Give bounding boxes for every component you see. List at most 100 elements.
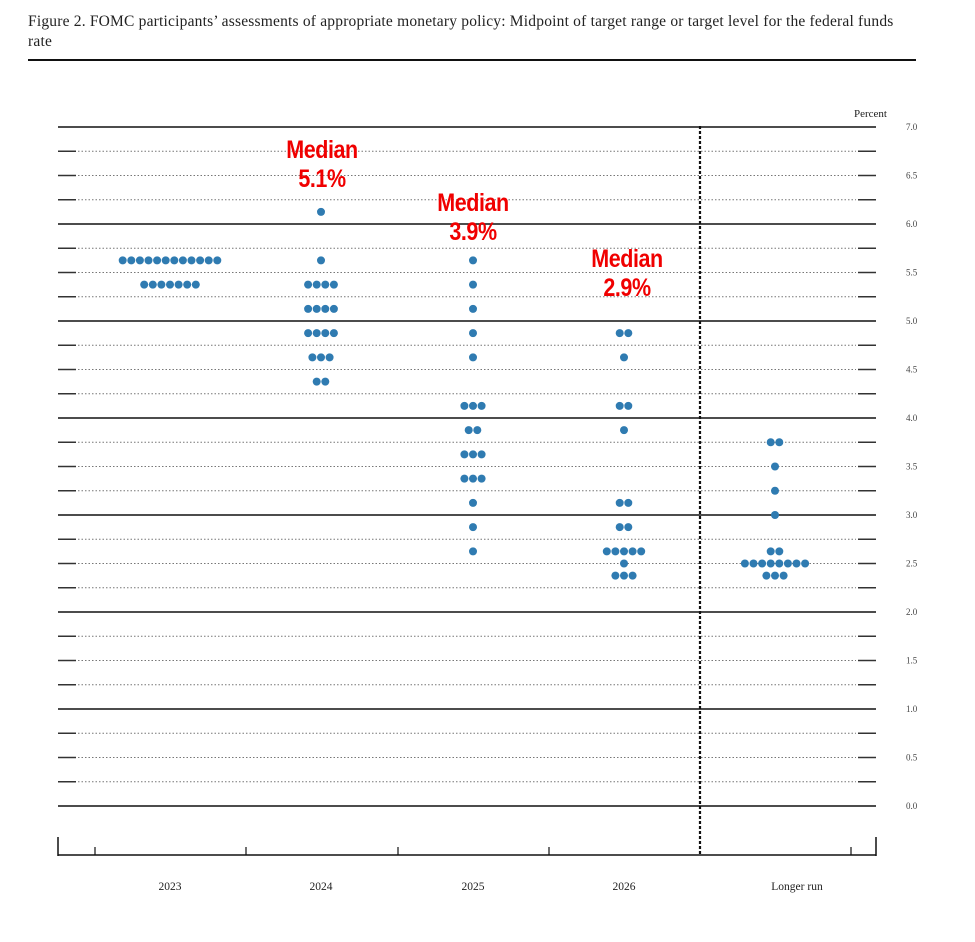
dot [127,256,136,265]
dot [469,304,477,313]
dot [187,256,196,265]
median-label: Median [437,189,509,217]
dot [801,559,810,568]
dot [775,559,784,568]
dot [615,329,624,338]
dot [775,438,784,447]
dot [469,474,477,483]
dot [624,498,633,507]
dot [191,280,200,289]
y-tick-label: 6.5 [906,171,918,181]
figure-title: Figure 2. FOMC participants’ assessments… [28,13,894,50]
dot [325,353,334,362]
dot [792,559,801,568]
dot [771,462,779,471]
dot [620,426,628,435]
y-tick-label: 4.0 [906,413,918,423]
dot [140,280,149,289]
dot [762,571,771,580]
dot [153,256,162,265]
y-tick-label: 6.0 [906,219,918,229]
dot [460,450,469,459]
dot [779,571,788,580]
dot [602,547,611,556]
dot [329,304,338,313]
dot [749,559,758,568]
dot [170,256,179,265]
y-tick-label: 5.5 [906,268,918,278]
dot [460,401,469,410]
dot [473,426,482,435]
dot [321,329,330,338]
dot [624,329,633,338]
dot [321,280,330,289]
dot [469,256,477,265]
dot [317,256,325,265]
dot [615,401,624,410]
dot [620,571,628,580]
dot [329,329,338,338]
dot [161,256,170,265]
median-value: 5.1% [298,165,346,193]
dot [148,280,157,289]
dot [758,559,767,568]
dot [469,450,477,459]
dot [144,256,153,265]
x-tick-label: 2025 [462,881,485,893]
median-value: 2.9% [603,274,651,302]
dot [620,353,628,362]
dot [615,498,624,507]
dot [477,450,486,459]
x-tick-label: Longer run [771,881,823,893]
y-axis-label: Percent [854,108,887,120]
median-annotation-2024: Median 5.1% [270,136,373,194]
dot [213,256,222,265]
dot [783,559,792,568]
dot [469,280,477,289]
dot [469,401,477,410]
y-tick-label: 2.0 [906,607,918,617]
dot [157,280,166,289]
median-annotation-2026: Median 2.9% [575,245,678,303]
dot [312,280,321,289]
dot [312,329,321,338]
y-tick-label: 4.5 [906,365,918,375]
y-tick-label: 0.5 [906,753,918,763]
dot [321,304,330,313]
median-label: Median [591,245,663,273]
dot [135,256,144,265]
dot [771,486,779,495]
dot [304,329,313,338]
dot [312,304,321,313]
dot [183,280,192,289]
dot [611,547,620,556]
dot [469,498,477,507]
y-tick-label: 5.0 [906,316,918,326]
dot [321,377,330,386]
dot [304,280,313,289]
dot [771,571,779,580]
dot [766,559,775,568]
dot [304,304,313,313]
dot [317,207,325,216]
x-tick-label: 2023 [159,881,182,893]
dot [624,523,633,532]
dot [628,571,637,580]
y-tick-label: 2.5 [906,559,918,569]
dot [740,559,749,568]
dot [637,547,646,556]
dot [469,523,477,532]
y-tick-label: 1.5 [906,656,918,666]
y-tick-label: 1.0 [906,704,918,714]
y-tick-label: 3.5 [906,462,918,472]
x-tick-label: 2024 [310,881,333,893]
dot [312,377,321,386]
dot [771,511,779,519]
dot [317,353,325,362]
dot [766,547,775,556]
dot [611,571,620,580]
y-tick-label: 0.0 [906,801,918,811]
dot [624,401,633,410]
dot [477,401,486,410]
